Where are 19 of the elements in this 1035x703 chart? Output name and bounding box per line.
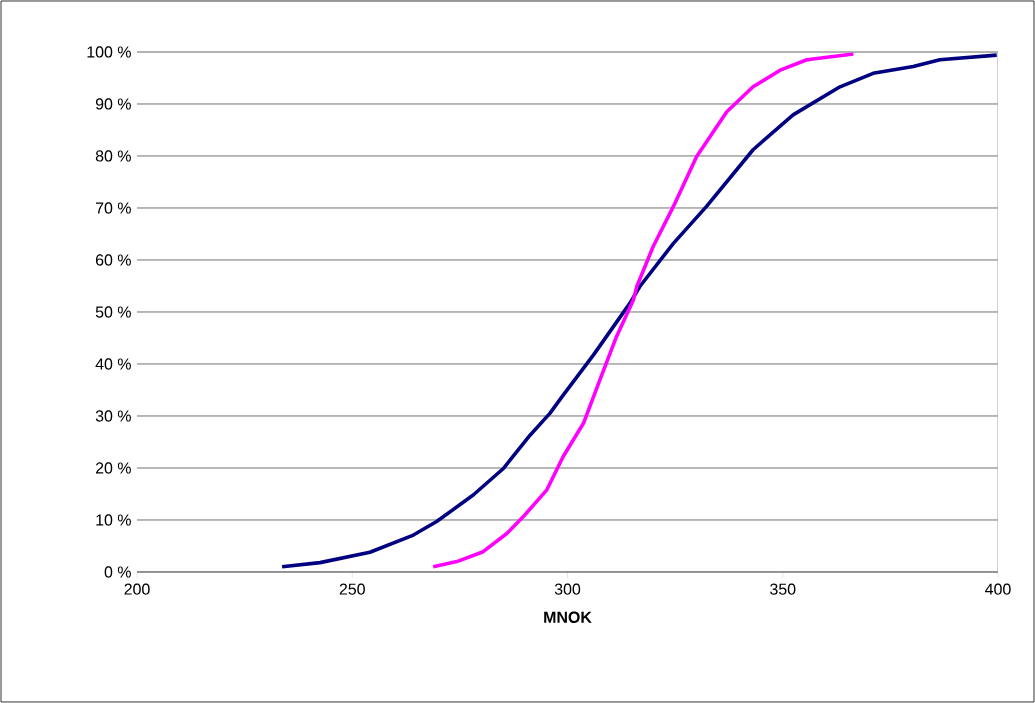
x-tick-label: 250: [339, 583, 365, 595]
x-tick-label: 400: [985, 583, 1011, 595]
y-tick-label: 10 %: [96, 514, 131, 526]
x-tick-label: 300: [554, 583, 581, 595]
y-tick-label: 40 %: [95, 358, 131, 370]
line-series: [431, 52, 856, 569]
y-tick-label: 90 %: [95, 98, 131, 110]
y-tick-label: 20 %: [95, 462, 131, 474]
y-tick-label: 60 %: [95, 254, 131, 266]
y-tick-label: 70 %: [95, 202, 131, 214]
y-tick-label: 50 %: [95, 306, 131, 318]
y-tick-label: 30 %: [95, 410, 131, 422]
y-tick-label: 100 %: [87, 46, 131, 58]
line-series: [280, 53, 999, 569]
x-tick-label: 200: [124, 583, 150, 595]
x-tick-label: 350: [770, 583, 796, 595]
x-axis-title: MNOK: [544, 611, 592, 623]
y-tick-label: 0 %: [104, 566, 131, 578]
y-tick-label: 80 %: [95, 150, 131, 162]
